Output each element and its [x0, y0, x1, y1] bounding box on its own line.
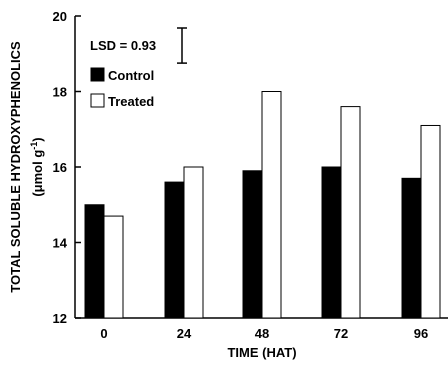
bars: [84, 91, 441, 319]
legend: Control Treated: [90, 67, 154, 109]
x-tick-label: 24: [177, 326, 192, 341]
y-axis-title-line2: (μmol g-1): [29, 137, 45, 196]
x-tick-label: 0: [100, 326, 107, 341]
bar-treated-96: [420, 124, 441, 319]
legend-swatch-treated: [90, 93, 105, 108]
bar-treated-48: [261, 91, 282, 319]
bar-control-24: [164, 181, 185, 319]
x-axis-title: TIME (HAT): [227, 345, 296, 360]
bar-treated-0: [103, 215, 124, 319]
x-tick-label: 48: [255, 326, 269, 341]
x-tick-label: 72: [334, 326, 348, 341]
y-tick-label: 14: [53, 236, 68, 251]
bar-control-48: [242, 170, 263, 319]
lsd-label: LSD = 0.93: [90, 38, 156, 53]
x-tick-label: 96: [414, 326, 428, 341]
lsd-error-bar: [177, 27, 187, 64]
bar-control-96: [401, 177, 422, 319]
bar-treated-72: [340, 106, 361, 319]
y-tick-label: 18: [53, 85, 67, 100]
lsd-annotation: LSD = 0.93: [90, 27, 187, 64]
legend-label-treated: Treated: [108, 94, 154, 109]
bar-control-0: [84, 204, 105, 319]
y-tick-label: 12: [53, 311, 67, 326]
bar-control-72: [321, 166, 342, 319]
bar-treated-24: [183, 166, 204, 319]
y-axis-unit-suffix: ): [30, 137, 45, 141]
y-tick-label: 16: [53, 160, 67, 175]
y-axis-unit-prefix: (μmol g: [30, 150, 45, 197]
y-axis-title-line1: TOTAL SOLUBLE HYDROXYPHENOLICS: [8, 41, 23, 293]
legend-label-control: Control: [108, 68, 154, 83]
y-tick-label: 20: [53, 9, 67, 24]
legend-swatch-control: [90, 67, 105, 82]
y-ticks: 12 14 16 18 20: [53, 9, 81, 326]
y-axis-title: TOTAL SOLUBLE HYDROXYPHENOLICS (μmol g-1…: [8, 41, 45, 293]
y-axis-unit-sup: -1: [29, 142, 39, 150]
